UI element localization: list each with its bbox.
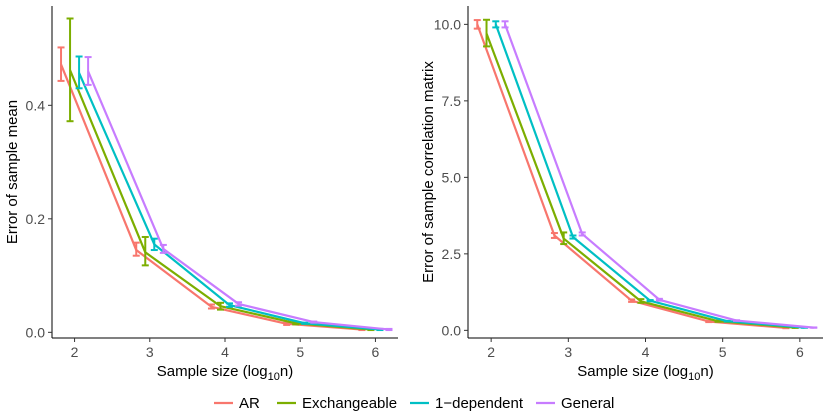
error-bar: [385, 327, 393, 332]
y-tick-label: 2.5: [442, 246, 462, 262]
legend-item-AR: AR: [214, 395, 260, 412]
legend-item-1−dependent: 1−dependent: [410, 395, 524, 412]
series-Exchangeable: [483, 18, 799, 329]
error-bar: [150, 237, 158, 252]
y-axis-title: Error of sample mean: [4, 100, 21, 244]
error-bar: [483, 18, 491, 48]
series-line: [476, 23, 787, 329]
x-tick-label: 5: [719, 344, 727, 360]
x-tick-label: 2: [487, 344, 495, 360]
error-bar: [560, 231, 568, 246]
error-bar: [207, 303, 215, 310]
x-axis-title: Sample size (log10n): [577, 363, 713, 383]
x-tick-label: 2: [71, 344, 79, 360]
series-AR: [57, 46, 366, 332]
series-General: [501, 20, 818, 329]
y-tick-label: 10.0: [434, 16, 461, 32]
legend: AR Exchangeable 1−dependent General: [214, 395, 614, 412]
error-bar: [473, 19, 481, 30]
y-tick-label: 5.0: [442, 169, 462, 185]
series-General: [84, 56, 393, 332]
y-axis-title: Error of sample correlation matrix: [420, 61, 437, 283]
x-tick-label: 6: [372, 344, 380, 360]
error-bar: [216, 301, 224, 311]
y-tick-label: 0.0: [442, 322, 462, 338]
legend-label: General: [561, 395, 614, 412]
legend-item-General: General: [536, 395, 614, 412]
x-axis-title: Sample size (log10n): [157, 363, 293, 383]
y-tick-label: 7.5: [442, 93, 462, 109]
x-axis-title-subscript: 10: [688, 371, 700, 383]
error-bar: [57, 46, 65, 82]
y-tick-label: 0.2: [26, 211, 46, 227]
error-bar: [655, 297, 663, 302]
x-tick-label: 4: [642, 344, 650, 360]
series-line: [87, 70, 390, 331]
error-bar: [646, 299, 654, 303]
x-tick-label: 3: [564, 344, 572, 360]
x-tick-label: 3: [146, 344, 154, 360]
series-1−dependent: [75, 55, 384, 332]
x-axis-title-main: Sample size (log: [577, 363, 688, 380]
error-bar: [733, 319, 741, 322]
error-bar: [637, 298, 645, 304]
x-tick-label: 5: [296, 344, 304, 360]
y-tick-label: 0.4: [26, 97, 46, 113]
legend-label: AR: [239, 395, 260, 412]
panel-sample-correlation: 0.0 2.5 5.0 7.5 10.0 2 3 4 5 6 Sample size (log10n…: [420, 6, 823, 383]
error-bar: [301, 321, 309, 325]
error-bar: [550, 232, 558, 239]
series-line: [494, 23, 805, 329]
panel-sample-mean: 0.0 0.2 0.4 2 3 4 5 6 Sample size (log10n) Error …: [4, 6, 398, 383]
error-bar: [141, 235, 149, 267]
x-tick-label: 4: [221, 344, 229, 360]
x-axis-title-subscript: 10: [268, 371, 280, 383]
error-bar: [75, 55, 83, 90]
legend-label: 1−dependent: [435, 395, 524, 412]
error-bar: [132, 241, 140, 257]
error-bar: [310, 320, 318, 324]
error-bar: [66, 17, 74, 123]
series-Exchangeable: [66, 17, 375, 332]
legend-item-Exchangeable: Exchangeable: [277, 395, 397, 412]
error-bar: [492, 20, 500, 29]
x-axis-title-end: n): [280, 363, 293, 380]
x-axis-title-end: n): [700, 363, 713, 380]
error-bar: [723, 319, 731, 323]
y-tick-label: 0.0: [26, 324, 46, 340]
error-bar: [159, 243, 167, 254]
legend-label: Exchangeable: [302, 395, 397, 412]
x-tick-label: 6: [796, 344, 804, 360]
error-bar: [569, 234, 577, 240]
error-bar: [578, 231, 586, 237]
error-bar: [226, 302, 234, 308]
error-bar: [501, 20, 509, 29]
error-bar: [705, 319, 713, 324]
error-bar: [628, 298, 636, 303]
error-bar: [84, 56, 92, 86]
error-bar: [235, 301, 243, 307]
x-axis-title-main: Sample size (log: [157, 363, 268, 380]
error-bar: [714, 319, 722, 323]
